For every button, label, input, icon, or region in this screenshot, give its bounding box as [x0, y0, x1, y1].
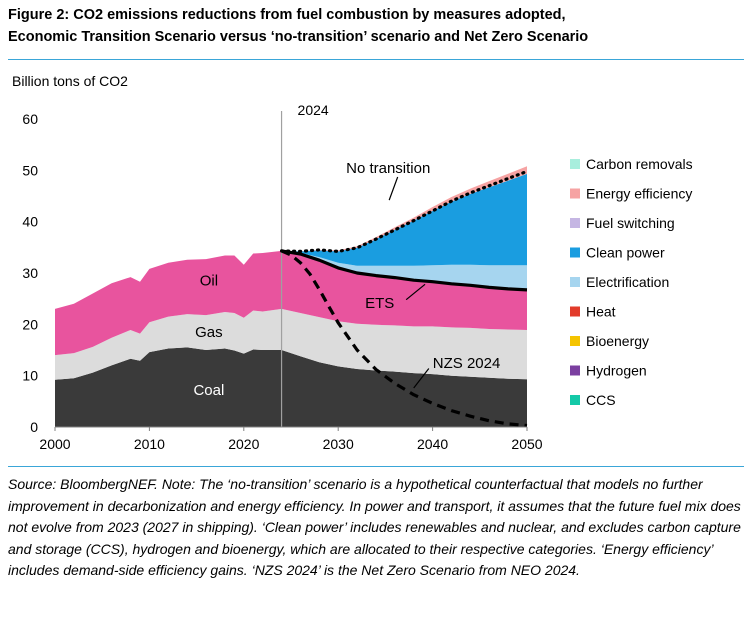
- x-tick-label: 2010: [134, 436, 165, 452]
- chart-legend: Carbon removals Energy efficiency Fuel swi…: [570, 156, 693, 408]
- label-coal: Coal: [193, 382, 224, 399]
- area-oil: [55, 250, 527, 356]
- legend-swatch-clean-power: [570, 247, 580, 258]
- label-no-transition: No transition: [346, 160, 430, 177]
- y-tick-label: 40: [22, 214, 38, 230]
- y-tick-label: 50: [22, 162, 38, 178]
- y-tick-label: 20: [22, 316, 38, 332]
- y-tick-label: 10: [22, 368, 38, 384]
- label-nzs-2024: NZS 2024: [433, 355, 501, 372]
- figure-title-line-2: Economic Transition Scenario versus ‘no-…: [8, 29, 589, 45]
- area-coal: [55, 347, 527, 427]
- legend-swatch-carbon-removals: [570, 159, 580, 169]
- scenario-lines: [280, 169, 529, 428]
- line-no-transition: [280, 169, 529, 253]
- wedge-electrification: [281, 250, 527, 290]
- y-tick-label: 0: [30, 419, 38, 435]
- emissions-chart: Billion tons of CO2 2024 010203040506020…: [12, 73, 693, 452]
- source-note: Source: BloombergNEF. Note: The ‘no-tran…: [8, 476, 741, 578]
- source-divider: [8, 466, 744, 467]
- line-nzs-2024: [280, 249, 528, 428]
- y-tick-label: 30: [22, 265, 38, 281]
- legend-swatch-ccs: [570, 395, 580, 405]
- figure-title: Figure 2: CO2 emissions reductions from …: [8, 4, 748, 48]
- leader-ets: [405, 283, 426, 301]
- label-ets: ETS: [365, 295, 394, 312]
- wedge-clean-power: [281, 173, 527, 266]
- x-tick-label: 2040: [417, 436, 448, 452]
- legend-label-electrification: Electrification: [586, 274, 669, 290]
- area-gas: [55, 308, 527, 380]
- line-ets: [281, 249, 528, 292]
- x-tick-label: 2000: [39, 436, 70, 452]
- x-tick-label: 2050: [511, 436, 542, 452]
- title-divider: [8, 59, 744, 60]
- legend-label-clean-power: Clean power: [586, 245, 665, 261]
- label-gas: Gas: [195, 324, 223, 341]
- y-tick-label: 60: [22, 111, 38, 127]
- legend-swatch-electrification: [570, 277, 580, 287]
- vline-label: 2024: [298, 102, 329, 118]
- leader-no-transition: [388, 176, 399, 201]
- chart-areas: [55, 166, 527, 427]
- legend-label-heat: Heat: [586, 304, 616, 320]
- x-tick-label: 2020: [228, 436, 259, 452]
- label-oil: Oil: [200, 273, 218, 290]
- legend-label-fuel-switching: Fuel switching: [586, 215, 675, 231]
- y-axis-label: Billion tons of CO2: [12, 73, 128, 89]
- legend-label-ccs: CCS: [586, 392, 616, 408]
- figure-title-line-1: Figure 2: CO2 emissions reductions from …: [8, 7, 566, 23]
- legend-swatch-energy-efficiency: [570, 188, 580, 199]
- legend-swatch-hydrogen: [570, 365, 580, 376]
- leader-nzs-2024: [413, 368, 430, 389]
- legend-label-carbon-removals: Carbon removals: [586, 156, 693, 172]
- legend-label-bioenergy: Bioenergy: [586, 333, 649, 349]
- year-marker: 2024: [280, 102, 329, 427]
- legend-label-energy-efficiency: Energy efficiency: [586, 186, 692, 202]
- legend-swatch-fuel-switching: [570, 218, 580, 228]
- legend-swatch-heat: [570, 306, 580, 317]
- legend-label-hydrogen: Hydrogen: [586, 363, 647, 379]
- x-tick-label: 2030: [323, 436, 354, 452]
- legend-swatch-bioenergy: [570, 336, 580, 346]
- chart-annotations: Coal Gas Oil No transition ETS NZS 2024: [193, 160, 500, 399]
